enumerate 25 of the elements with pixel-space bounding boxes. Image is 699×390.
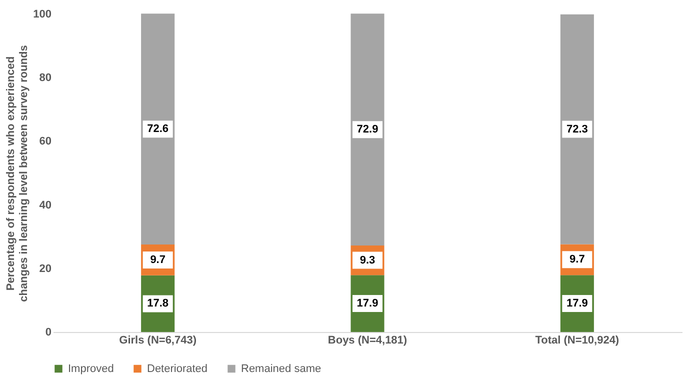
legend-label: Improved: [68, 362, 114, 375]
y-axis-title: Percentage of respondents who experienced changes in learning level between survey rounds: [5, 45, 30, 302]
data-label: 9.3: [360, 254, 376, 266]
data-label: 17.9: [356, 298, 378, 310]
bar: [350, 14, 384, 246]
bar: [560, 14, 594, 244]
y-tick-label: 40: [39, 199, 52, 212]
data-label: 72.6: [147, 123, 169, 136]
y-tick-label: 60: [39, 136, 52, 148]
y-tick-label: 0: [45, 326, 52, 338]
bar: [141, 14, 175, 245]
data-label: 9.7: [150, 254, 166, 266]
data-label: 17.9: [566, 298, 588, 310]
x-tick-label: Girls (N=6,743): [119, 334, 197, 346]
data-label: 9.7: [570, 254, 585, 266]
x-tick-label: Boys (N=4,181): [328, 334, 408, 346]
y-tick-label: 80: [39, 72, 52, 84]
data-label: 17.8: [147, 298, 169, 310]
x-tick-label: Total (N=10,924): [535, 334, 620, 346]
legend-label: Deteriorated: [147, 362, 208, 375]
y-tick-label: 100: [33, 8, 52, 20]
data-label: 72.3: [566, 123, 588, 136]
data-label: 72.9: [356, 124, 378, 136]
legend-label: Remained same: [241, 362, 322, 375]
y-tick-label: 20: [39, 262, 52, 275]
